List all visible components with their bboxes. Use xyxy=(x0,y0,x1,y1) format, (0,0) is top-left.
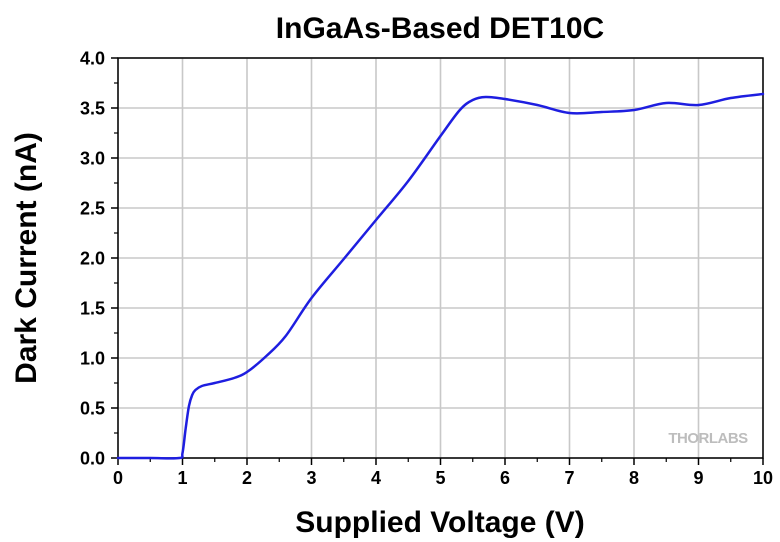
x-tick-label: 4 xyxy=(371,468,381,488)
y-tick-label: 0.5 xyxy=(80,399,105,419)
x-tick-label: 8 xyxy=(629,468,639,488)
minor-ticks xyxy=(114,82,732,462)
x-tick-label: 2 xyxy=(242,468,252,488)
y-tick-label: 2.0 xyxy=(80,249,105,269)
chart-title: InGaAs-Based DET10C xyxy=(276,12,604,45)
x-tick-label: 6 xyxy=(500,468,510,488)
x-tick-label: 5 xyxy=(435,468,445,488)
y-axis-label: Dark Current (nA) xyxy=(10,132,43,384)
x-tick-label: 3 xyxy=(306,468,316,488)
x-tick-label: 10 xyxy=(753,468,773,488)
y-tick-label: 0.0 xyxy=(80,449,105,469)
series-group xyxy=(116,92,765,460)
y-tick-label: 1.5 xyxy=(80,299,105,319)
ticks xyxy=(111,57,764,465)
y-tick-labels: 0.0 0.5 1.0 1.5 2.0 2.5 3.0 3.5 4.0 xyxy=(80,49,105,469)
x-tick-label: 1 xyxy=(177,468,187,488)
plot-frame xyxy=(117,57,764,459)
x-tick-labels: 0 1 2 3 4 5 6 7 8 9 10 xyxy=(113,468,773,488)
x-axis-label: Supplied Voltage (V) xyxy=(295,506,584,539)
y-tick-label: 3.0 xyxy=(80,149,105,169)
y-tick-label: 4.0 xyxy=(80,49,105,69)
x-tick-label: 0 xyxy=(113,468,123,488)
y-tick-label: 2.5 xyxy=(80,199,105,219)
x-tick-label: 9 xyxy=(693,468,703,488)
x-tick-label: 7 xyxy=(564,468,574,488)
grid xyxy=(117,57,764,459)
thorlabs-watermark: THORLABS xyxy=(668,430,748,447)
y-tick-label: 3.5 xyxy=(80,99,105,119)
y-tick-label: 1.0 xyxy=(80,349,105,369)
series-line xyxy=(116,92,765,460)
